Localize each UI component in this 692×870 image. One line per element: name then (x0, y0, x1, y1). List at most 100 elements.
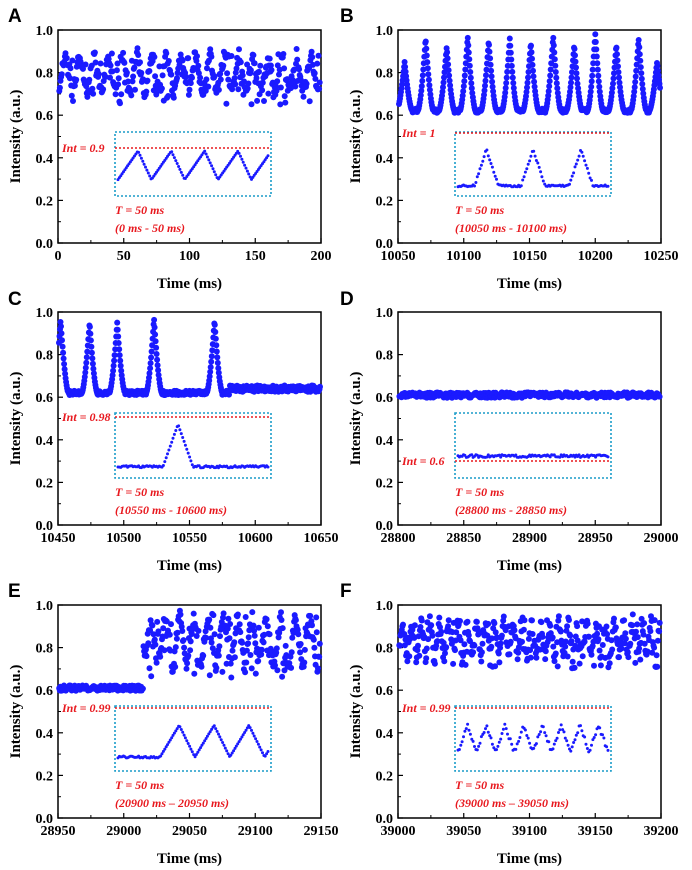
data-point (146, 370, 153, 377)
inset-point (493, 174, 497, 178)
data-point (486, 48, 493, 55)
data-point (315, 52, 322, 59)
data-point (610, 80, 616, 87)
data-point (314, 60, 321, 67)
data-point (91, 49, 98, 56)
data-point (250, 52, 257, 59)
inset-point (203, 739, 207, 743)
data-point (274, 78, 281, 85)
inset-point (185, 447, 189, 451)
panel-letter: A (8, 6, 22, 27)
data-point (531, 78, 538, 85)
inset-point (503, 722, 507, 726)
data-point (657, 84, 663, 91)
data-point (232, 81, 239, 88)
inset-point (467, 728, 471, 732)
data-point (281, 93, 288, 100)
data-point (296, 66, 303, 73)
data-point (488, 73, 495, 80)
inset-point (247, 172, 251, 176)
data-point (591, 662, 597, 669)
data-point (220, 62, 227, 69)
inset-point (485, 148, 489, 152)
data-point (629, 622, 636, 629)
data-point (90, 365, 97, 372)
inset-point (606, 184, 610, 188)
data-point (418, 617, 425, 624)
data-point (450, 660, 457, 667)
inset-point (159, 754, 163, 758)
data-point (527, 654, 534, 661)
data-point (547, 66, 554, 73)
data-point (634, 634, 641, 641)
data-point (128, 92, 135, 99)
data-point (172, 663, 179, 670)
period-label: T = 50 ms (455, 203, 505, 217)
inset-point (239, 154, 242, 158)
y-tick-label: 1.0 (36, 599, 54, 614)
int-label: Int = 1 (401, 126, 436, 140)
data-point (88, 343, 95, 350)
data-point (89, 355, 96, 362)
data-point (520, 626, 527, 633)
data-point (194, 53, 200, 60)
data-point (531, 83, 538, 90)
data-point (278, 617, 285, 623)
data-point (655, 67, 661, 74)
data-point (422, 38, 429, 45)
data-point (155, 628, 162, 635)
data-point (528, 49, 535, 56)
inset-point (204, 152, 208, 156)
data-point (604, 631, 611, 638)
inset-point (256, 742, 260, 746)
y-axis-label: Intensity (a.u.) (8, 90, 24, 184)
data-point (508, 62, 515, 69)
data-point (487, 61, 494, 68)
data-point (313, 614, 320, 621)
data-point (235, 86, 242, 93)
data-point (225, 615, 232, 622)
inset-point (522, 175, 526, 179)
panel-letter: D (340, 289, 354, 310)
inset-point (236, 742, 240, 746)
inset-point (475, 175, 479, 179)
data-point (146, 665, 153, 672)
data-point (457, 637, 464, 644)
data-point (639, 86, 646, 92)
data-point (203, 634, 210, 641)
inset-point (482, 155, 486, 159)
data-point (511, 627, 518, 634)
data-point (152, 331, 159, 338)
data-point (146, 374, 152, 381)
inset-point (481, 159, 485, 163)
inset-point (574, 733, 578, 737)
data-point (468, 85, 475, 92)
data-point (67, 65, 74, 72)
data-point (264, 623, 271, 630)
x-tick-label: 29000 (106, 824, 141, 839)
data-point (181, 644, 188, 651)
data-point (636, 645, 643, 652)
data-point (471, 642, 478, 649)
data-point (635, 37, 642, 43)
data-point (400, 621, 406, 628)
data-point (445, 67, 452, 74)
data-point (210, 612, 217, 619)
data-point (612, 624, 619, 631)
inset-point (499, 737, 503, 741)
inset-point (534, 159, 538, 162)
x-tick-label: 150 (245, 249, 266, 264)
data-point (413, 659, 420, 666)
data-point (69, 57, 76, 64)
data-point (495, 650, 502, 657)
data-point (507, 42, 514, 49)
data-point (622, 635, 629, 642)
data-point (147, 627, 154, 634)
data-point (544, 639, 551, 645)
data-point (637, 656, 644, 663)
data-point (554, 85, 561, 92)
data-point (151, 316, 158, 323)
data-point (502, 85, 509, 91)
data-point (588, 83, 595, 90)
data-point (446, 72, 453, 79)
